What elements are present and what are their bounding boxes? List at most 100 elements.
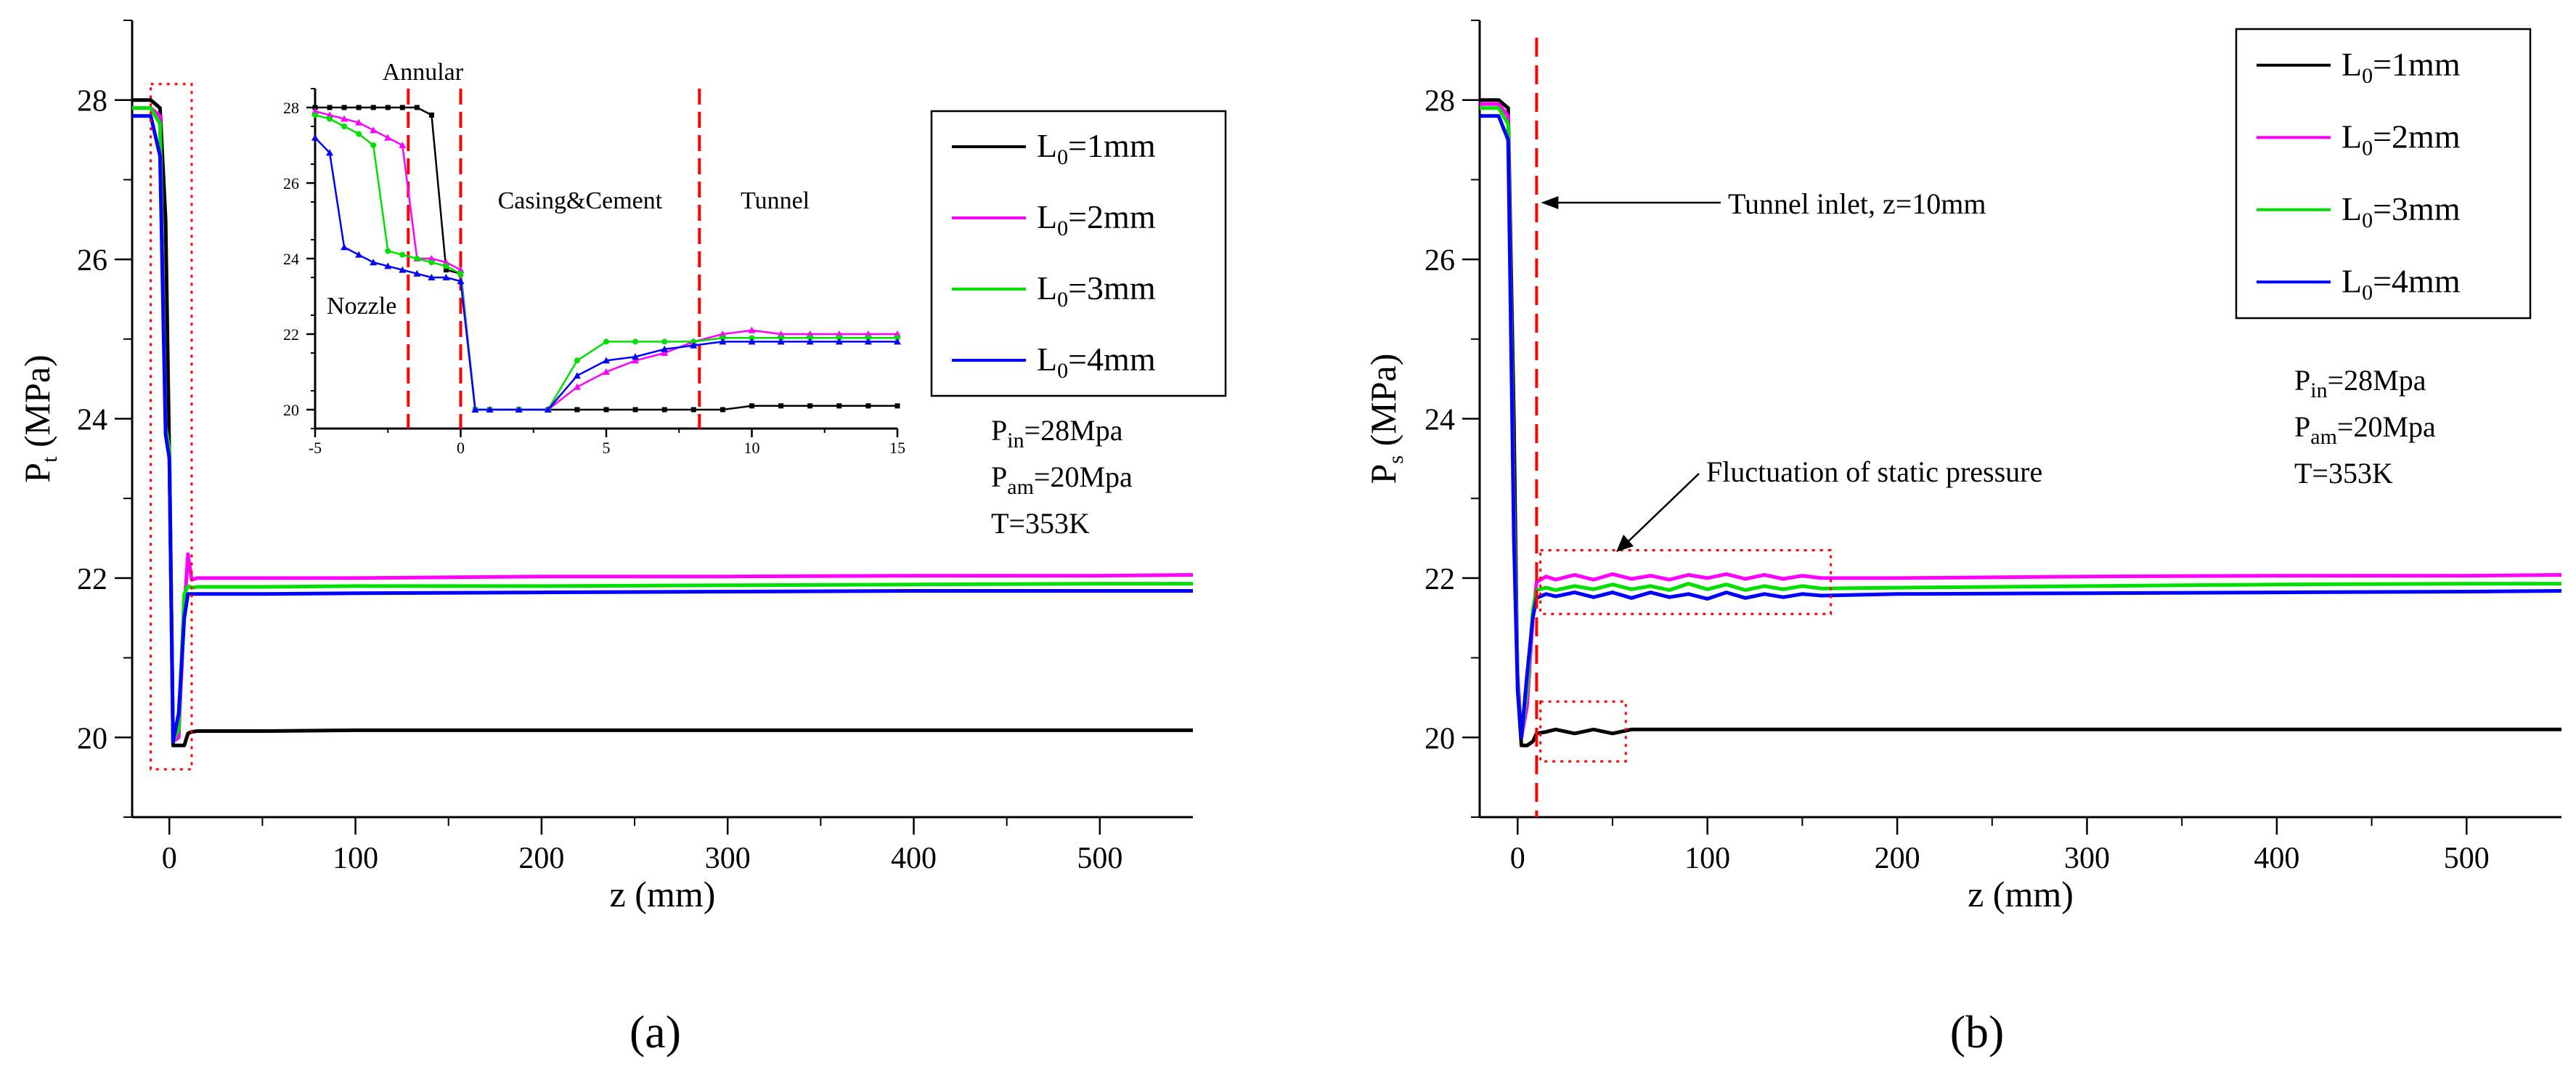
inset-point [443, 263, 449, 269]
a-x-tick-label: 200 [518, 842, 564, 875]
inset-point [399, 251, 406, 258]
inset-point [720, 407, 725, 413]
b-panel-label: (b) [1950, 1006, 2005, 1058]
b-annotation-tunnel-inlet: Tunnel inlet, z=10mm [1728, 187, 1986, 220]
a-y-axis-title: Pt (MPa) [17, 354, 62, 482]
inset-point [749, 335, 755, 341]
b-y-tick-label: 22 [1424, 563, 1455, 596]
inset-point [690, 341, 698, 349]
inset-point [632, 338, 639, 345]
inset-point [574, 357, 580, 364]
inset-y-tick-label: 26 [283, 174, 299, 192]
b-x-axis-title: z (mm) [1968, 874, 2074, 914]
inset-point [778, 335, 784, 341]
inset-point [836, 403, 842, 409]
inset-point [312, 105, 318, 110]
b-x-tick-label: 300 [2064, 842, 2110, 875]
inset-x-tick-label: 5 [603, 439, 611, 457]
inset-point [414, 256, 420, 261]
inset-point [356, 131, 362, 137]
a-series-line-1 [132, 98, 1193, 747]
a-y-tick-label: 28 [77, 85, 107, 118]
b-arrow-head [1616, 535, 1634, 552]
legend-label-2: L0=2mm [2341, 118, 2461, 160]
inset-point [457, 270, 464, 277]
inset-point [690, 407, 696, 413]
inset-point [442, 259, 450, 266]
inset-point [341, 105, 347, 110]
inset-point [370, 142, 377, 148]
inset-chart: -5 0 5 10 15 20 22 24 26 28 Annular Nozzle Casing&Ce… [283, 59, 905, 457]
inset-point [894, 330, 901, 337]
b-series-line-4 [1480, 114, 2562, 739]
inset-point [443, 267, 449, 273]
inset-y-tick-label: 22 [283, 325, 299, 344]
inset-point [865, 403, 871, 409]
inset-point [661, 407, 667, 413]
inset-point [457, 277, 465, 285]
inset-point [311, 107, 319, 115]
inset-point [603, 338, 609, 345]
inset-point [457, 266, 465, 273]
inset-bg [315, 89, 897, 429]
b-y-tick-label: 20 [1424, 722, 1455, 755]
inset-x-tick-label: 0 [457, 439, 465, 457]
inset-point [777, 338, 785, 345]
legend-label-1: L0=1mm [1037, 127, 1156, 169]
inset-point [806, 330, 814, 337]
inset-point [471, 406, 479, 413]
inset-point [326, 149, 334, 156]
inset-point [442, 274, 450, 280]
inset-point [385, 248, 391, 254]
inset-point [864, 330, 872, 337]
inset-point [515, 406, 523, 413]
inset-point [356, 105, 362, 110]
inset-point [603, 407, 609, 413]
inset-point [413, 269, 421, 277]
inset-point [778, 403, 784, 409]
inset-y-tick-label: 20 [283, 401, 299, 419]
a-panel-label: (a) [629, 1006, 681, 1058]
inset-point [720, 335, 726, 341]
inset-point [864, 338, 872, 345]
inset-point [777, 330, 785, 337]
inset-point [807, 335, 813, 341]
inset-region-label: Annular [383, 59, 464, 86]
a-x-tick-label: 400 [891, 842, 937, 875]
b-x-tick-label: 500 [2444, 842, 2490, 875]
inset-point [355, 251, 363, 258]
inset-point [748, 338, 756, 345]
inset-x-tick-label: 15 [889, 439, 905, 457]
inset-point [894, 338, 901, 345]
inset-point [428, 112, 434, 118]
a-series-line-4 [132, 114, 1193, 744]
a-x-tick-label: 0 [162, 842, 177, 875]
a-x-axis-title: z (mm) [610, 874, 716, 914]
b-arrow-fluctuation [1626, 473, 1700, 544]
a-y-tick-label: 26 [77, 244, 107, 277]
condition-1: Pin=28Mpa [2294, 364, 2426, 402]
inset-point [835, 338, 843, 345]
inset-point [312, 112, 318, 118]
legend-label-2: L0=2mm [1037, 198, 1156, 240]
inset-point [574, 407, 580, 413]
condition-2: Pam=20Mpa [2294, 410, 2436, 449]
inset-point [807, 403, 813, 409]
b-x-tick-label: 0 [1510, 842, 1525, 875]
condition-3: T=353K [991, 507, 1090, 540]
inset-point [544, 406, 552, 413]
inset-point [749, 403, 754, 409]
b-y-tick-label: 26 [1424, 244, 1455, 277]
inset-point [428, 274, 436, 280]
inset-point [384, 134, 392, 141]
b-y-axis-title: Ps (MPa) [1363, 354, 1408, 484]
inset-point [414, 105, 420, 110]
b-y-tick-label: 24 [1424, 404, 1455, 437]
panel-b: 0 100 200 300 400 500 20 22 24 26 28 Tunnel inlet, … [1363, 20, 2562, 1058]
inset-point [632, 407, 638, 413]
inset-point [894, 403, 900, 409]
inset-point [428, 259, 435, 266]
a-x-tick-label: 100 [333, 842, 378, 875]
inset-point [661, 349, 669, 356]
